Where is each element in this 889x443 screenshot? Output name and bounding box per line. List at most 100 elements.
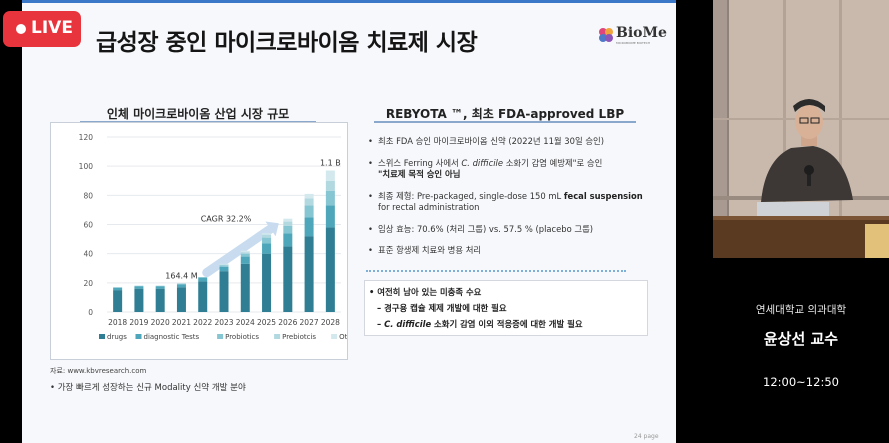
- y-tick-label: 120: [79, 133, 94, 142]
- logo-tagline: MICROBIOME BIOTECH: [616, 41, 651, 45]
- bar-segment: [304, 205, 314, 218]
- live-label: LIVE: [31, 18, 73, 38]
- y-tick-label: 80: [83, 191, 93, 200]
- bar-segment: [198, 277, 208, 282]
- bar-segment: [219, 265, 229, 267]
- legend-label: Others: [339, 333, 347, 341]
- bar-segment: [304, 198, 314, 206]
- speaker-video-frame: [713, 0, 889, 258]
- biome-logo: BioMe MICROBIOME BIOTECH: [598, 24, 667, 46]
- bar-segment: [283, 246, 293, 312]
- bullet-text: 표준 항생제 치료와 병용 처리: [378, 245, 482, 255]
- bullet-fda-approval: 최초 FDA 승인 마이크로바이옴 신약 (2022년 11월 30일 승인): [366, 136, 656, 148]
- slide-top-border: [22, 0, 676, 3]
- legend-label: Probiotics: [225, 333, 259, 341]
- bullet-ferring: 스위스 Ferring 사에서 C. difficile 소화기 감염 예방제"…: [366, 158, 656, 181]
- bullet-efficacy: 임상 효능: 70.6% (처리 그룹) vs. 57.5 % (placebo…: [366, 224, 656, 236]
- legend-swatch: [217, 334, 224, 339]
- bar-segment: [304, 193, 314, 199]
- bar-segment: [113, 287, 123, 291]
- bar-segment: [262, 253, 272, 312]
- speaker-name: 윤상선 교수: [763, 330, 839, 348]
- bar-segment: [325, 180, 335, 191]
- bar-segment: [240, 250, 250, 253]
- bar-segment: [219, 266, 229, 272]
- bar-segment: [325, 205, 335, 228]
- bullet-text: 소화기 감염 예방제"로 승인: [503, 157, 603, 168]
- speaker-camera-feed: [713, 0, 889, 258]
- live-badge: LIVE: [3, 11, 81, 47]
- presentation-slide: 급성장 중인 마이크로바이옴 치료제 시장 BioMe MICROBIOME B…: [22, 0, 676, 443]
- bar-segment: [155, 286, 165, 289]
- bar-segment: [283, 218, 293, 222]
- y-tick-label: 60: [83, 221, 93, 230]
- unmet-need-other-indications: – C. difficile 소화기 감염 이외 적응증에 대한 개발 필요: [377, 318, 583, 330]
- value-annotation: 1.1 B: [320, 159, 341, 168]
- legend-label: drugs: [107, 333, 127, 341]
- y-tick-label: 100: [79, 162, 94, 171]
- bar-segment: [240, 263, 250, 312]
- x-tick-label: 2020: [151, 318, 170, 327]
- unmet-dash: –: [377, 319, 385, 329]
- bar-segment: [240, 256, 250, 264]
- cagr-arrow-head: [265, 221, 279, 237]
- left-panel-heading: 인체 마이크로바이옴 산업 시장 규모: [106, 107, 290, 121]
- rebyota-bullet-list: 최초 FDA 승인 마이크로바이옴 신약 (2022년 11월 30일 승인) …: [366, 136, 656, 257]
- bar-segment: [134, 285, 144, 287]
- bar-segment: [134, 286, 144, 289]
- bullet-italic-species: C. difficile: [461, 157, 504, 168]
- bar-segment: [219, 264, 229, 266]
- legend-swatch: [135, 334, 142, 339]
- x-tick-label: 2026: [278, 318, 297, 327]
- bullet-text-bold: "치료제 목적 승인 아님: [378, 169, 461, 179]
- bullet-formulation: 최종 제형: Pre-packaged, single-dose 150 mL …: [366, 191, 656, 214]
- left-panel-note: • 가장 빠르게 성장하는 신규 Modality 신약 개발 분야: [50, 383, 246, 393]
- bar-segment: [134, 288, 144, 312]
- bar-segment: [176, 284, 186, 288]
- biome-logo-icon: [599, 28, 613, 42]
- unmet-needs-box: • 여전히 남아 있는 미충족 수요 – 경구용 캡슐 제제 개발에 대한 필요…: [364, 280, 648, 336]
- bar-segment: [198, 277, 208, 278]
- x-tick-label: 2022: [193, 318, 212, 327]
- bar-segment: [262, 234, 272, 238]
- x-tick-label: 2019: [129, 318, 148, 327]
- unmet-italic-species: C. difficile: [384, 319, 432, 329]
- bar-segment: [283, 225, 293, 234]
- unmet-text: 소화기 감염 이외 적응증에 대한 개발 필요: [431, 319, 583, 329]
- speaker-affiliation: 연세대학교 의과대학: [755, 304, 847, 316]
- legend-swatch: [99, 334, 105, 339]
- bar-segment: [155, 288, 165, 312]
- right-panel-heading: REBYOTA ™, 최초 FDA-approved LBP: [385, 107, 625, 121]
- unmet-needs-title: • 여전히 남아 있는 미충족 수요: [369, 287, 482, 297]
- session-time: 12:00~12:50: [763, 375, 839, 389]
- bar-segment: [283, 233, 293, 247]
- x-tick-label: 2021: [172, 318, 191, 327]
- x-tick-label: 2027: [300, 318, 319, 327]
- bar-segment: [219, 271, 229, 312]
- dotted-divider: [366, 270, 626, 272]
- y-tick-label: 20: [83, 279, 93, 288]
- market-size-chart: 0 20 40 60 80 100 120 CAGR 32.2% 2018 2019 2020 202…: [50, 122, 348, 360]
- bar-segment: [176, 287, 186, 312]
- chart-source: 자료: www.kbvresearch.com: [50, 367, 147, 375]
- x-tick-label: 2028: [321, 318, 340, 327]
- bar-segment: [262, 237, 272, 244]
- y-tick-label: 40: [83, 250, 93, 259]
- x-tick-label: 2023: [214, 318, 233, 327]
- bar-segment: [325, 170, 335, 181]
- bar-segment: [240, 253, 250, 257]
- right-heading-underline: [374, 121, 636, 123]
- x-tick-label: 2025: [257, 318, 276, 327]
- value-annotation: 164.4 M: [165, 272, 197, 281]
- bar-segment: [262, 233, 272, 235]
- bar-segment: [198, 281, 208, 312]
- bullet-text: 임상 효능: 70.6% (처리 그룹) vs. 57.5 % (placebo…: [378, 223, 594, 234]
- bullet-text: for rectal administration: [378, 202, 480, 212]
- bar-segment: [113, 290, 123, 312]
- bar-segment: [325, 227, 335, 312]
- bar-segment: [304, 236, 314, 312]
- bar-segment: [262, 243, 272, 254]
- bullet-text: 최초 FDA 승인 마이크로바이옴 신약 (2022년 11월 30일 승인): [378, 136, 604, 146]
- logo-text: BioMe: [616, 25, 667, 41]
